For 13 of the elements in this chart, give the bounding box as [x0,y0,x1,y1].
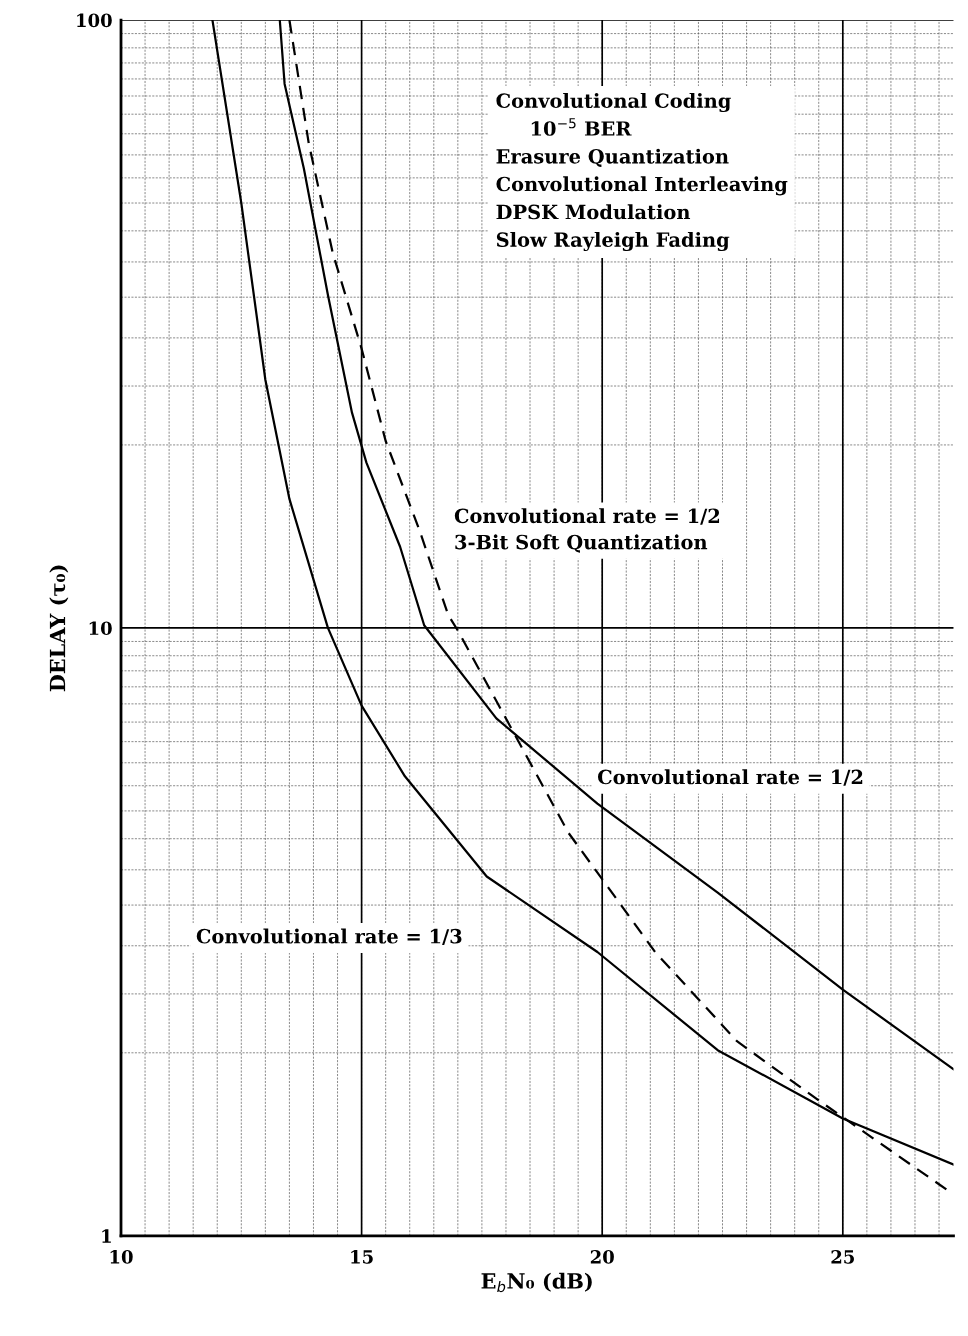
x-tick-label: 15 [351,1250,373,1264]
y-tick-label: 1 [102,1229,111,1243]
y-axis-title: DELAY (τ₀) [49,565,69,692]
x-tick-label: 20 [590,1250,614,1264]
text: Convolutional rate = 1/3 [196,928,462,946]
y-tick-label: 10 [89,621,112,636]
annotation: Convolutional Coding 10$^{−5}$ BER Erasure Quantization Convolutional Interleaving DPSK Modulation Slow Rayleigh Fading [496,92,788,252]
x-axis-title: E$_{b}$N₀ (dB) [481,1272,592,1293]
series-label: Convolutional rate = 1/2 3-Bit Soft Quantization [454,508,720,553]
series-label: Convolutional rate = 1/2 [598,769,863,786]
x-tick-label: 10 [110,1250,133,1264]
x-tick-label: 25 [831,1250,854,1264]
y-tick-label: 100 [77,13,112,28]
